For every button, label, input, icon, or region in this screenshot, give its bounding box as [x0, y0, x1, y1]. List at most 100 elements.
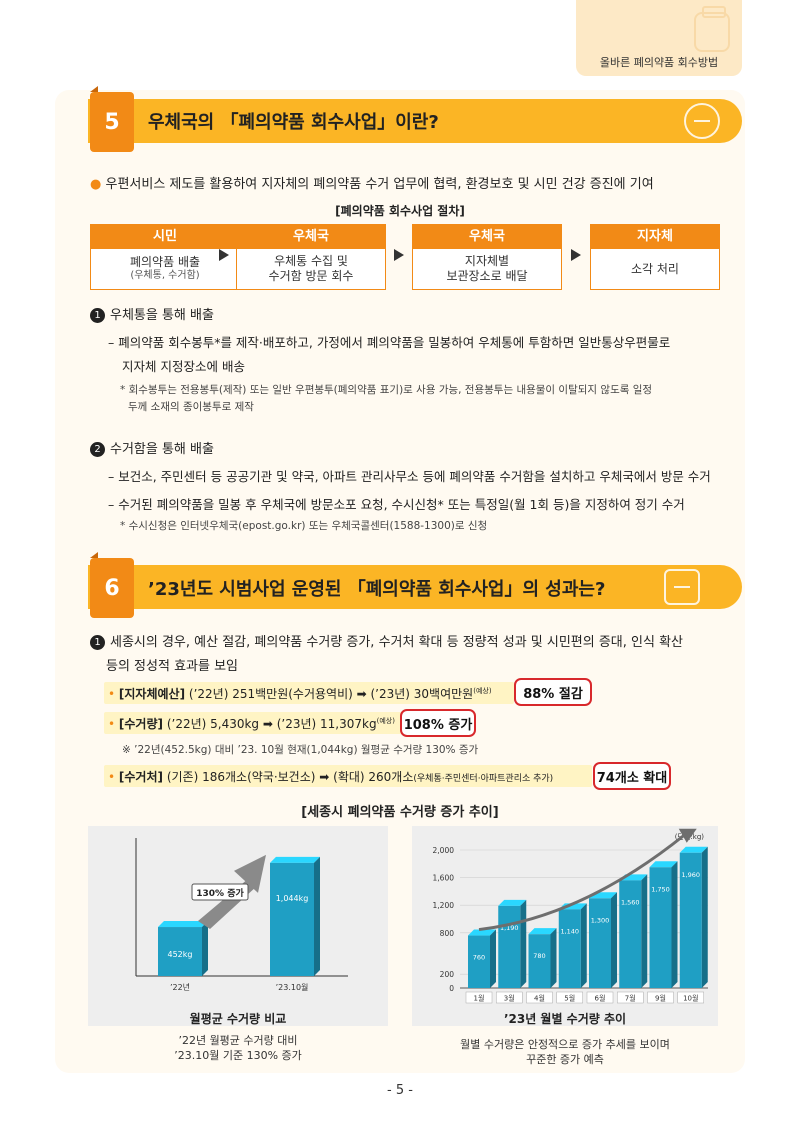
process-step-2-head: 우체국 — [237, 225, 385, 249]
left-chart-value-label: 1,044kg — [276, 894, 309, 903]
right-chart-value-label: 1,190 — [500, 924, 519, 932]
left-chart-panel — [88, 826, 388, 1026]
right-chart-value-label: 1,960 — [681, 871, 700, 879]
right-chart-x-tick-box — [465, 991, 493, 1004]
section5-item2-note: * 수시신청은 인터넷우체국(epost.go.kr) 또는 우체국콜센터(15… — [120, 520, 488, 532]
process-arrow-icon — [394, 249, 404, 261]
right-chart-x-tick-box — [617, 991, 644, 1004]
budget-row-highlight — [104, 682, 514, 704]
section5-item2-line2: – 수거된 폐의약품을 밀봉 후 우체국에 방문소포 요청, 수시신청* 또는 … — [108, 497, 685, 512]
right-chart-y-tick: 200 — [440, 970, 455, 979]
certificate-icon — [664, 569, 700, 605]
left-chart: 452kg ’22년 1,044kg ’23.10월 130% 증가 — [135, 838, 348, 992]
volume-badge: 108% 증가 — [400, 709, 476, 737]
left-chart-callout-box — [191, 883, 249, 901]
right-chart-value-label: 1,140 — [560, 927, 579, 935]
left-chart-x-tick: ’22년 — [170, 982, 190, 992]
right-chart-value-label: 1,560 — [621, 898, 640, 906]
header-tab-label: 올바른 폐의약품 회수방법 — [599, 56, 719, 69]
right-chart-bar-4-side — [580, 903, 587, 988]
process-step-3-head: 우체국 — [413, 225, 561, 249]
right-chart-x-tick-box — [496, 991, 523, 1004]
header-tab: 올바른 폐의약품 회수방법 — [576, 0, 742, 76]
right-chart-bar-7-side — [671, 861, 678, 988]
budget-badge: 88% 절감 — [514, 678, 592, 706]
right-chart-bar-2-side — [520, 899, 527, 988]
right-chart-x-tick: 7월 — [625, 994, 636, 1003]
process-step-2-line1: 우체통 수집 및 — [274, 254, 348, 268]
right-chart-bar-1-side — [490, 929, 496, 988]
process-step-4-head: 지자체 — [591, 225, 719, 249]
section5-number: 5 — [90, 86, 134, 152]
left-chart-caption: 월평균 수거량 비교 — [189, 1012, 287, 1026]
section5-item1-line2: 지자체 지정장소에 배송 — [122, 359, 245, 374]
section6-item1-line2: 등의 정성적 효과를 보임 — [106, 659, 238, 674]
right-chart-bar-3-top — [528, 928, 557, 935]
pill-icon — [684, 103, 720, 139]
section5-item1-line1: – 폐의약품 회수봉투*를 제작·배포하고, 가정에서 폐의약품을 밀봉하여 우… — [108, 335, 671, 350]
right-chart-caption: ’23년 월별 수거량 추이 — [503, 1012, 627, 1026]
section6-item1-line1: 1 세종시의 경우, 예산 절감, 폐의약품 수거량 증가, 수거처 확대 등 정… — [90, 631, 683, 650]
right-chart-bar-1 — [468, 935, 490, 988]
process-step-1: 시민 폐의약품 배출 (우체통, 수거함) — [90, 224, 240, 290]
process-step-2: 우체국 우체통 수집 및 수거함 방문 회수 — [236, 224, 386, 290]
right-chart-bar-2-top — [498, 899, 527, 906]
right-chart-y-tick: 2,000 — [433, 846, 455, 855]
right-chart-bar-8-top — [679, 846, 708, 853]
volume-note: ※ ’22년(452.5kg) 대비 ’23. 10월 현재(1,044kg) … — [122, 744, 479, 756]
page-number: - 5 - — [387, 1083, 413, 1098]
right-chart-x-tick-box — [526, 991, 553, 1004]
section5-header-bar — [88, 99, 742, 143]
right-chart-bar-3 — [528, 934, 551, 988]
right-chart-value-label: 1,750 — [651, 885, 670, 893]
process-step-2-line2: 수거함 방문 회수 — [268, 269, 354, 283]
right-chart-value-label: 780 — [533, 952, 545, 960]
right-chart-bar-8 — [679, 852, 702, 988]
right-chart-x-tick: 5월 — [564, 994, 575, 1003]
right-chart-y-tick: 800 — [440, 929, 455, 938]
left-chart-callout: 130% 증가 — [196, 887, 244, 899]
right-chart-trend-arrow-head — [678, 828, 697, 843]
right-chart-bar-7-top — [649, 861, 678, 868]
chart-section-title: [세종시 폐의약품 수거량 증가 추이] — [301, 805, 499, 820]
sites-row: • [수거처] (기존) 186개소(약국·보건소) ➡ (확대) 260개소(… — [108, 770, 554, 784]
right-chart-x-tick-box — [647, 991, 674, 1004]
right-chart-value-label: 760 — [473, 954, 485, 962]
section5-intro: ● 우편서비스 제도를 활용하여 지자체의 폐의약품 수거 업무에 협력, 환경… — [90, 177, 654, 192]
section6-header-bar — [88, 565, 742, 609]
right-chart: (단위:kg)02008001,2001,6002,0007601월1,1903… — [433, 828, 708, 1004]
right-chart-y-tick: 1,600 — [433, 874, 455, 883]
right-chart-x-tick-box — [586, 991, 614, 1004]
process-step-1-line2: (우체통, 수거함) — [130, 270, 200, 282]
right-chart-x-tick: 3월 — [504, 994, 515, 1003]
right-chart-x-tick: 6월 — [595, 994, 606, 1003]
section6-number: 6 — [90, 552, 134, 618]
process-step-1-line1: 폐의약품 배출 — [129, 255, 201, 270]
right-chart-bar-6-side — [641, 874, 648, 988]
medicine-jar-icon — [694, 6, 730, 52]
right-chart-x-tick: 10월 — [683, 994, 698, 1003]
volume-row-highlight — [104, 712, 404, 734]
process-title: [폐의약품 회수사업 절차] — [335, 204, 465, 218]
process-step-4: 지자체 소각 처리 — [590, 224, 720, 290]
right-chart-note: 월별 수거량은 안정적으로 증가 추세를 보이며 꾸준한 증가 예측 — [460, 1038, 670, 1067]
process-step-4-line1: 소각 처리 — [631, 261, 679, 276]
process-step-3-line2: 보관장소로 배달 — [446, 269, 528, 283]
right-chart-y-tick: 1,200 — [433, 901, 455, 910]
right-chart-bar-7 — [649, 867, 672, 988]
left-chart-value-label: 452kg — [168, 950, 193, 959]
left-chart-arrow-head — [234, 854, 266, 893]
section5-item2-title: 2 수거함을 통해 배출 — [90, 438, 214, 457]
process-arrow-icon — [571, 249, 581, 261]
right-chart-x-tick: 1월 — [474, 994, 485, 1003]
right-chart-x-tick: 4월 — [534, 994, 545, 1003]
sites-badge: 74개소 확대 — [593, 762, 671, 790]
right-chart-bar-1-top — [468, 929, 496, 936]
section5-item2-line1: – 보건소, 주민센터 등 공공기관 및 약국, 아파트 관리사무소 등에 폐의… — [108, 469, 711, 484]
left-chart-bar-1-top — [158, 921, 208, 928]
right-chart-trend-line — [478, 833, 686, 932]
left-chart-x-tick: ’23.10월 — [276, 982, 309, 992]
right-chart-y-tick: 0 — [449, 984, 454, 993]
right-chart-x-tick-box — [677, 991, 704, 1004]
process-arrow-icon — [219, 249, 229, 261]
